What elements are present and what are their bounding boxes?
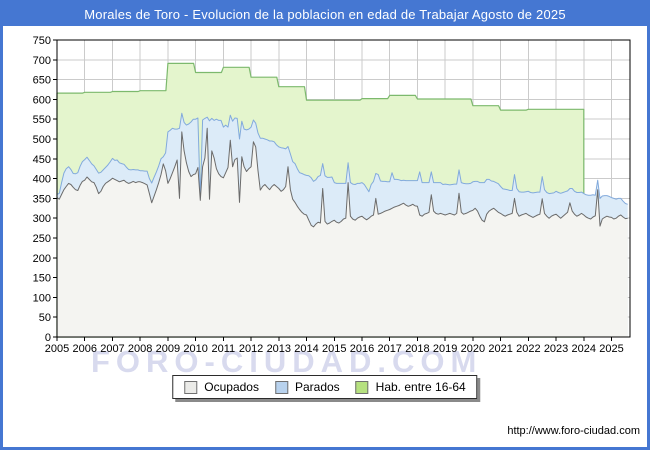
svg-text:2017: 2017 bbox=[377, 343, 401, 355]
svg-text:500: 500 bbox=[33, 134, 51, 146]
svg-text:350: 350 bbox=[33, 193, 51, 205]
svg-text:50: 50 bbox=[39, 312, 51, 324]
svg-text:300: 300 bbox=[33, 213, 51, 225]
svg-text:2011: 2011 bbox=[212, 343, 236, 355]
svg-text:650: 650 bbox=[33, 75, 51, 87]
page-title: Morales de Toro - Evolucion de la poblac… bbox=[84, 7, 566, 22]
population-chart: 0 50 100 150 200 250 300 350 400 450 500 550 600 650 7… bbox=[33, 35, 631, 355]
svg-text:600: 600 bbox=[33, 94, 51, 106]
svg-text:2023: 2023 bbox=[544, 343, 568, 355]
legend-label-hab-16-64: Hab. entre 16-64 bbox=[375, 380, 466, 394]
svg-text:100: 100 bbox=[33, 292, 51, 304]
legend-item-ocupados: Ocupados bbox=[184, 380, 259, 394]
legend-label-parados: Parados bbox=[294, 380, 340, 394]
svg-text:2010: 2010 bbox=[183, 343, 207, 355]
svg-text:2020: 2020 bbox=[461, 343, 485, 355]
svg-text:750: 750 bbox=[33, 35, 51, 47]
svg-text:2008: 2008 bbox=[128, 343, 152, 355]
svg-text:450: 450 bbox=[33, 154, 51, 166]
svg-text:2022: 2022 bbox=[516, 343, 540, 355]
svg-text:2025: 2025 bbox=[599, 343, 623, 355]
legend-item-parados: Parados bbox=[274, 380, 340, 394]
svg-text:700: 700 bbox=[33, 55, 51, 67]
svg-text:2007: 2007 bbox=[100, 343, 124, 355]
legend-label-ocupados: Ocupados bbox=[204, 380, 259, 394]
svg-text:150: 150 bbox=[33, 273, 51, 285]
svg-text:2024: 2024 bbox=[572, 343, 596, 355]
svg-text:200: 200 bbox=[33, 253, 51, 265]
legend-item-hab-16-64: Hab. entre 16-64 bbox=[355, 380, 466, 394]
footer-url: http://www.foro-ciudad.com bbox=[507, 425, 640, 437]
svg-text:550: 550 bbox=[33, 114, 51, 126]
parados-swatch-icon bbox=[274, 380, 288, 394]
ocupados-swatch-icon bbox=[184, 380, 198, 394]
svg-text:0: 0 bbox=[45, 332, 51, 344]
svg-text:2014: 2014 bbox=[294, 343, 318, 355]
svg-text:2016: 2016 bbox=[350, 343, 374, 355]
svg-text:2005: 2005 bbox=[45, 343, 69, 355]
svg-text:2018: 2018 bbox=[405, 343, 429, 355]
svg-text:2019: 2019 bbox=[433, 343, 457, 355]
hab-16-64-swatch-icon bbox=[355, 380, 369, 394]
svg-text:2015: 2015 bbox=[322, 343, 346, 355]
svg-text:2009: 2009 bbox=[156, 343, 180, 355]
watermark: FORO-CIUDAD.COM bbox=[91, 344, 483, 379]
svg-text:2006: 2006 bbox=[72, 343, 96, 355]
svg-text:2021: 2021 bbox=[488, 343, 512, 355]
title-bar: Morales de Toro - Evolucion de la poblac… bbox=[3, 3, 647, 26]
chart-legend: Ocupados Parados Hab. entre 16-64 bbox=[172, 375, 478, 399]
svg-text:400: 400 bbox=[33, 174, 51, 186]
svg-text:2013: 2013 bbox=[267, 343, 291, 355]
svg-text:250: 250 bbox=[33, 233, 51, 245]
svg-text:2012: 2012 bbox=[239, 343, 263, 355]
